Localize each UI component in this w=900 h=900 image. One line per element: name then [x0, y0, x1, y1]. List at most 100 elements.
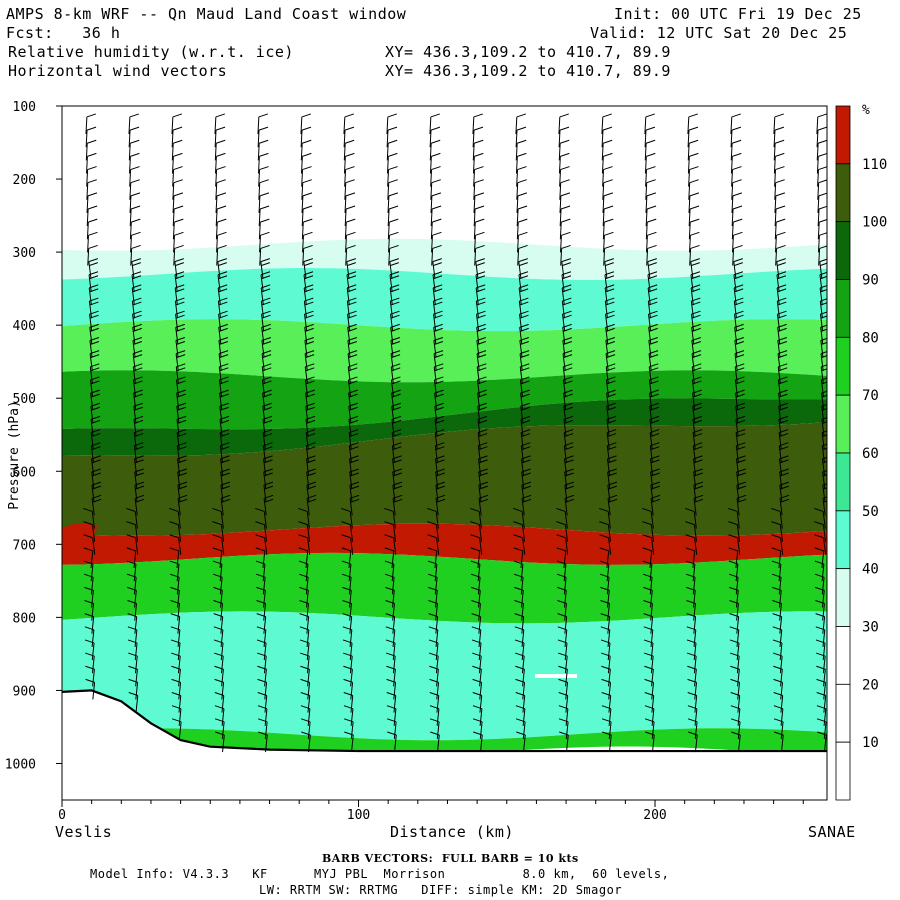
wind-barb [556, 560, 567, 582]
wind-barb [645, 166, 656, 187]
colorbar-label: 110 [862, 157, 887, 173]
wind-barb [513, 560, 524, 582]
wind-barb [347, 323, 357, 345]
wind-barb [390, 337, 401, 358]
wind-barb [343, 152, 355, 174]
wind-barb [515, 152, 527, 174]
wind-barb [257, 652, 267, 674]
colorbar-label: 30 [862, 620, 879, 636]
wind-barb [305, 389, 315, 411]
wind-barb [215, 218, 227, 240]
wind-barb [86, 192, 98, 213]
wind-barb [644, 665, 654, 687]
wind-barb [471, 626, 482, 647]
wind-barb [822, 470, 827, 490]
wind-barb [643, 586, 653, 608]
wind-barb [601, 652, 611, 674]
wind-barb [820, 364, 827, 384]
wind-barb [342, 639, 353, 661]
wind-barb [133, 442, 144, 463]
wind-barb [129, 218, 141, 240]
wind-barb [432, 258, 442, 279]
wind-barb [386, 665, 396, 687]
wind-barb [564, 494, 575, 516]
wind-barb [691, 376, 702, 398]
wind-barb [778, 442, 789, 463]
wind-barb [348, 415, 359, 437]
wind-barb [127, 600, 138, 621]
wind-barb [773, 113, 784, 135]
wind-barb [261, 310, 271, 332]
wind-barb [773, 718, 784, 739]
colorbar-unit: % [862, 103, 870, 118]
wind-barb [387, 205, 399, 227]
colorbar-label: 60 [862, 446, 879, 462]
wind-barb [131, 297, 142, 319]
wind-barb [259, 231, 270, 253]
wind-barb [303, 271, 314, 292]
wind-barb [429, 113, 440, 135]
wind-barb [601, 665, 611, 687]
wind-barb [777, 337, 788, 358]
wind-barb [728, 547, 739, 569]
wind-barb [213, 613, 224, 634]
wind-barb [778, 389, 788, 411]
wind-barb [557, 586, 567, 608]
wind-barb [341, 547, 352, 569]
wind-barb [601, 113, 612, 135]
wind-barb [558, 678, 569, 700]
wind-barb [344, 218, 356, 240]
wind-barb [87, 231, 98, 253]
xy-line-1: XY= 436.3,109.2 to 410.7, 89.9 [385, 43, 671, 61]
wind-barb [771, 521, 784, 542]
wind-barb [649, 389, 659, 411]
wind-barb [255, 547, 266, 569]
wind-barb [516, 166, 527, 187]
wind-barb [516, 218, 528, 240]
wind-barb [220, 468, 230, 490]
wind-barb [819, 298, 827, 319]
wind-barb [427, 547, 438, 569]
wind-barb [133, 429, 144, 450]
terrain-fill [62, 690, 827, 800]
wind-barb [477, 415, 488, 437]
wind-barb [687, 152, 699, 174]
wind-barb [174, 258, 185, 279]
wind-barb [88, 271, 99, 292]
wind-barb [434, 442, 445, 463]
wind-barb [777, 350, 788, 371]
wind-barb [214, 678, 225, 700]
wind-barb [562, 323, 572, 345]
wind-barb [729, 600, 739, 621]
wind-barb [256, 613, 267, 634]
wind-barb [559, 218, 571, 240]
y-axis-label: Pressure (hPa) [7, 400, 22, 510]
wind-barb [170, 600, 181, 621]
wind-barb [563, 415, 574, 437]
wind-barb [735, 402, 745, 424]
wind-barb [257, 126, 269, 148]
wind-barb [387, 731, 397, 753]
wind-barb [605, 337, 616, 358]
wind-barb [214, 692, 225, 713]
wind-barb [779, 468, 789, 490]
wind-barb [774, 731, 784, 753]
wind-barb [85, 652, 95, 674]
wind-barb [128, 692, 139, 713]
wind-barb [556, 507, 568, 529]
wind-barb [83, 547, 94, 569]
wind-barb [563, 429, 574, 450]
wind-barb [256, 626, 267, 647]
wind-barb [728, 521, 741, 542]
wind-barb [260, 284, 271, 306]
wind-barb [602, 179, 613, 200]
wind-barb [772, 613, 783, 634]
wind-barb [127, 573, 137, 595]
wind-barb [390, 310, 400, 332]
wind-barb [558, 705, 569, 726]
rh-band-3 [62, 319, 827, 383]
wind-barb [89, 376, 100, 398]
wind-barb [644, 718, 655, 739]
wind-barb [86, 166, 97, 187]
wind-barb [470, 547, 481, 569]
